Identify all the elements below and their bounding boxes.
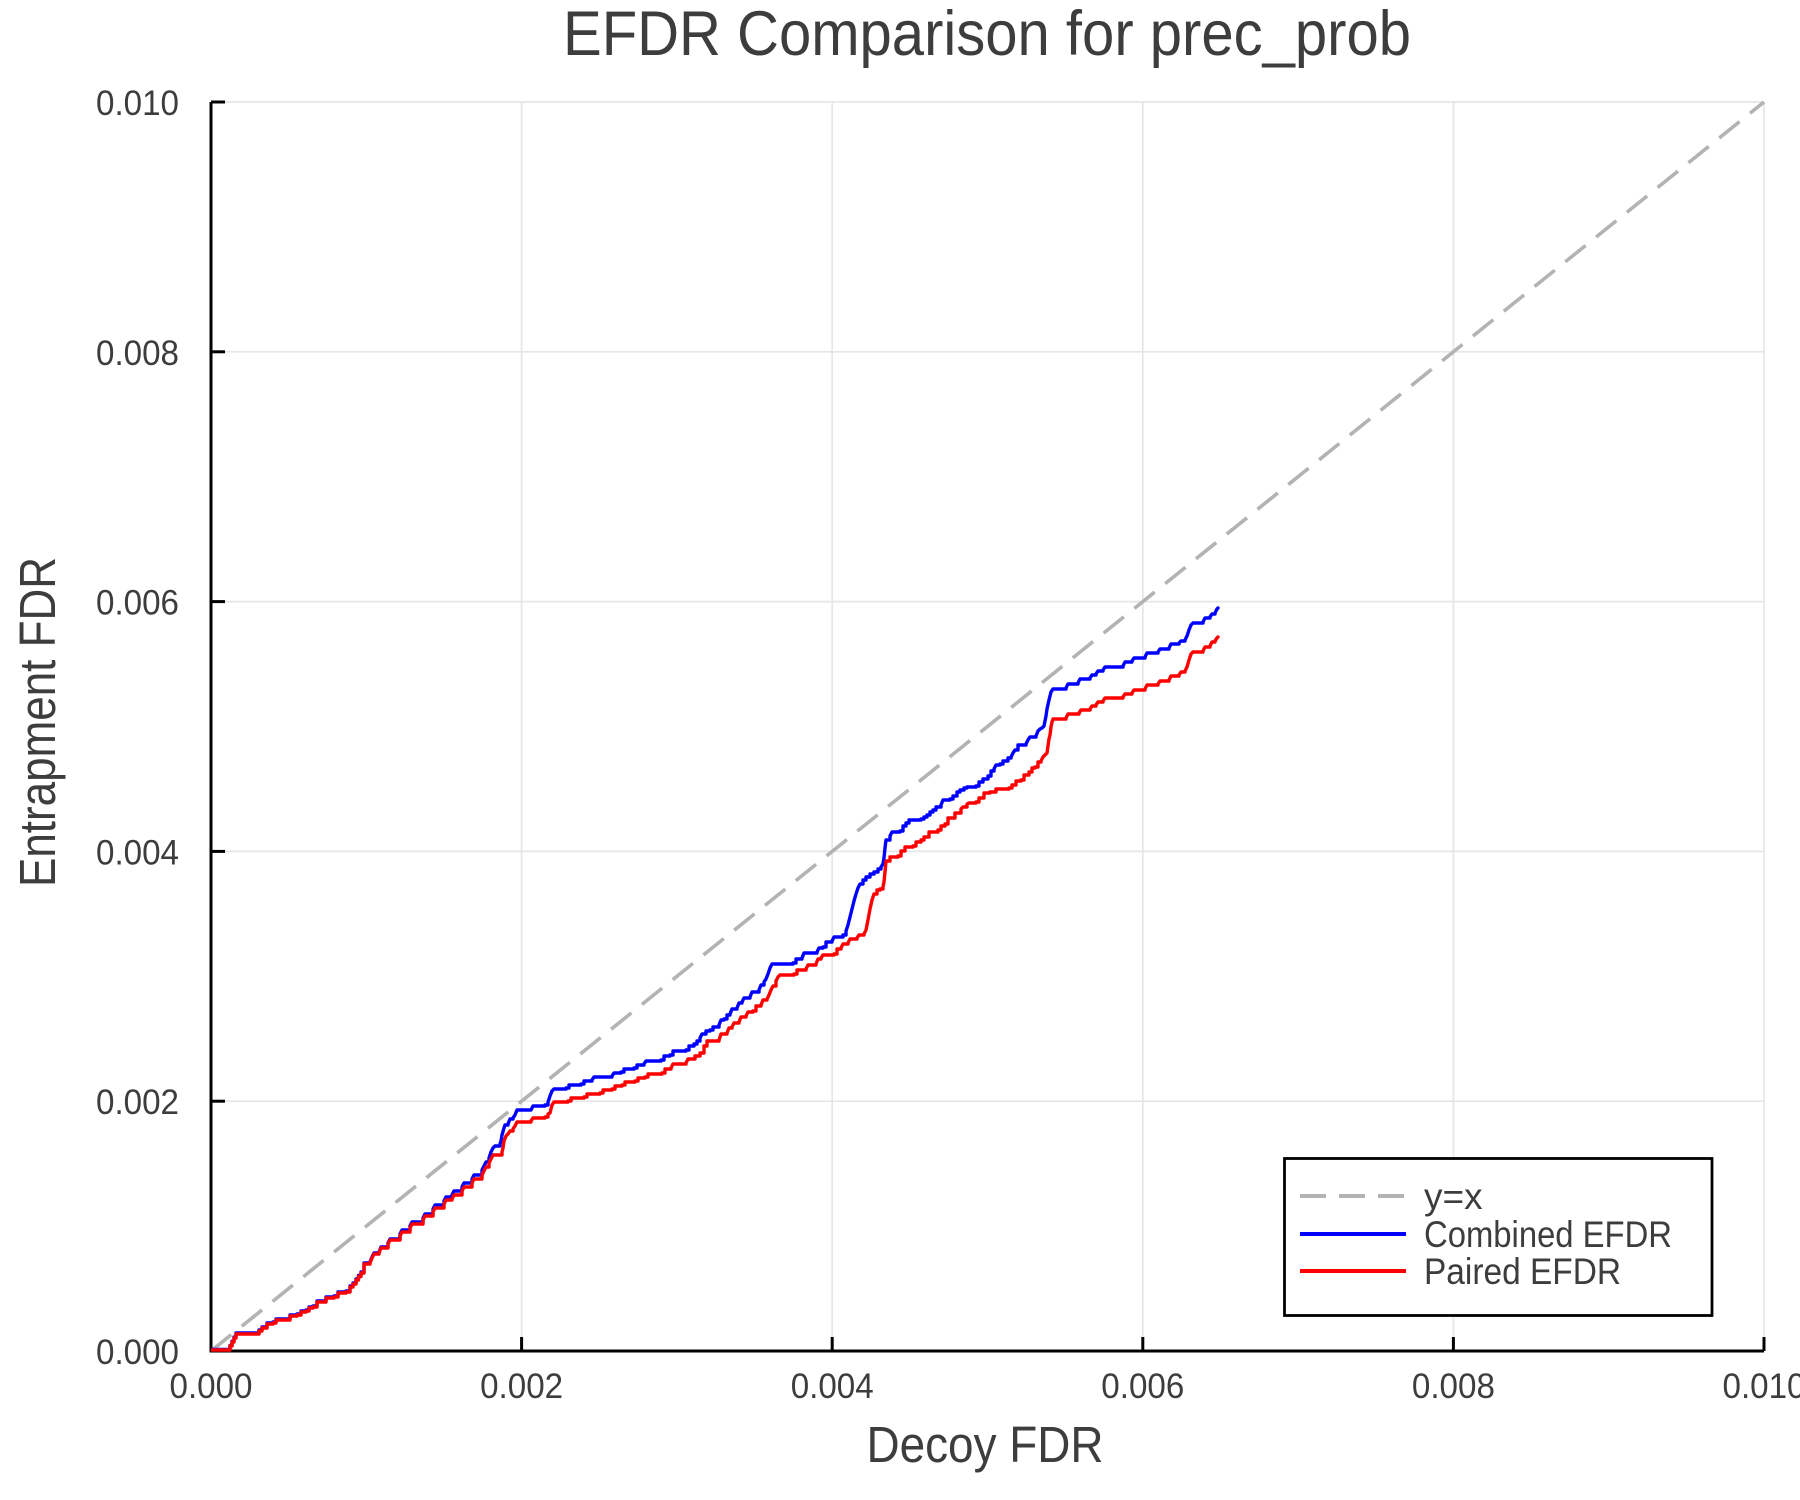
svg-text:0.008: 0.008 xyxy=(96,334,179,373)
svg-text:EFDR Comparison for prec_prob: EFDR Comparison for prec_prob xyxy=(563,0,1411,69)
svg-text:0.006: 0.006 xyxy=(1101,1367,1184,1406)
svg-text:0.006: 0.006 xyxy=(96,584,179,623)
svg-text:Entrapment FDR: Entrapment FDR xyxy=(9,557,66,887)
svg-text:0.002: 0.002 xyxy=(96,1083,179,1122)
svg-text:0.010: 0.010 xyxy=(96,84,179,123)
svg-text:0.008: 0.008 xyxy=(1412,1367,1495,1406)
svg-text:Combined EFDR: Combined EFDR xyxy=(1424,1214,1672,1255)
svg-text:0.002: 0.002 xyxy=(480,1367,563,1406)
svg-text:0.000: 0.000 xyxy=(96,1333,179,1372)
svg-text:0.004: 0.004 xyxy=(791,1367,874,1406)
svg-text:Paired EFDR: Paired EFDR xyxy=(1424,1251,1621,1292)
svg-text:y=x: y=x xyxy=(1424,1176,1483,1217)
svg-text:0.000: 0.000 xyxy=(170,1367,253,1406)
svg-text:Decoy FDR: Decoy FDR xyxy=(867,1416,1104,1473)
svg-text:0.010: 0.010 xyxy=(1723,1367,1800,1406)
svg-text:0.004: 0.004 xyxy=(96,833,179,872)
